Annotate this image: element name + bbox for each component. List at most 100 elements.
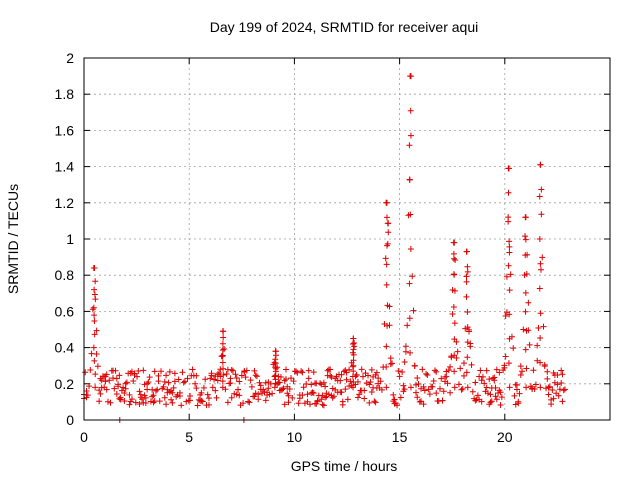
data-point-marker — [463, 278, 470, 285]
data-point-marker — [282, 366, 289, 373]
data-point-marker — [431, 367, 438, 374]
tick-labels: 00.20.40.60.811.21.41.61.820 5 10 15 20 — [55, 50, 513, 445]
data-point-marker — [168, 396, 175, 403]
data-point-marker — [354, 394, 361, 401]
data-point-marker — [522, 252, 529, 259]
data-point-marker — [139, 396, 146, 403]
data-point-marker — [272, 356, 279, 363]
data-point-marker — [377, 378, 384, 385]
data-point-marker — [383, 384, 390, 391]
data-point-marker — [478, 377, 485, 384]
data-point-marker — [454, 348, 461, 355]
data-point-marker — [293, 368, 300, 375]
data-point-marker — [526, 341, 533, 348]
data-point-marker — [507, 271, 514, 278]
data-point-marker — [451, 352, 458, 359]
data-point-marker — [463, 293, 470, 300]
data-point-marker — [451, 320, 458, 327]
data-point-marker — [181, 378, 188, 385]
data-point-marker — [281, 401, 288, 408]
data-point-marker — [184, 375, 191, 382]
data-point-marker — [346, 366, 353, 373]
data-point-marker — [103, 371, 110, 378]
x-axis-label: GPS time / hours — [291, 458, 398, 474]
data-point-marker — [416, 398, 423, 405]
data-point-marker — [176, 392, 183, 399]
data-point-marker — [493, 396, 500, 403]
data-point-marker — [146, 374, 153, 381]
data-point-marker — [537, 384, 544, 391]
data-point-marker — [195, 396, 202, 403]
data-point-marker — [228, 366, 235, 373]
data-point-marker — [228, 394, 235, 401]
data-point-marker — [141, 381, 148, 388]
data-point-marker — [231, 390, 238, 397]
data-point-marker — [406, 176, 413, 183]
data-point-marker — [505, 262, 512, 269]
data-point-marker — [378, 386, 385, 393]
data-point-marker — [90, 304, 97, 311]
data-point-marker — [247, 377, 254, 384]
data-point-marker — [94, 363, 101, 370]
data-point-marker — [151, 368, 158, 375]
data-point-marker — [384, 322, 391, 329]
data-point-marker — [328, 374, 335, 381]
data-point-marker — [350, 378, 357, 385]
data-point-marker — [425, 386, 432, 393]
data-point-marker — [359, 373, 366, 380]
data-point-marker — [325, 391, 332, 398]
data-point-marker — [207, 375, 214, 382]
data-point-marker — [128, 396, 135, 403]
data-point-marker — [330, 393, 337, 400]
data-point-marker — [200, 384, 207, 391]
data-point-marker — [516, 390, 523, 397]
data-point-marker — [413, 381, 420, 388]
data-point-marker — [343, 369, 350, 376]
data-point-marker — [136, 400, 143, 407]
data-point-marker — [122, 380, 129, 387]
data-point-marker — [368, 366, 375, 373]
data-point-marker — [549, 386, 556, 393]
data-point-marker — [180, 379, 187, 386]
data-point-marker — [385, 229, 392, 236]
y-tick-label: 0.8 — [55, 267, 75, 283]
data-point-marker — [464, 268, 471, 275]
data-point-marker — [539, 254, 546, 261]
data-point-marker — [98, 377, 105, 384]
data-point-marker — [288, 375, 295, 382]
data-point-marker — [175, 376, 182, 383]
data-point-marker — [242, 374, 249, 381]
data-point-marker — [194, 402, 201, 409]
data-point-marker — [406, 280, 413, 287]
data-point-marker — [445, 367, 452, 374]
data-point-marker — [481, 380, 488, 387]
data-point-marker — [104, 398, 111, 405]
data-point-marker — [134, 373, 141, 380]
data-point-marker — [366, 399, 373, 406]
data-point-marker — [329, 394, 336, 401]
data-point-marker — [341, 368, 348, 375]
data-point-marker — [407, 349, 414, 356]
grid-lines — [84, 58, 610, 420]
data-point-marker — [365, 372, 372, 379]
data-point-marker — [152, 387, 159, 394]
data-point-marker — [363, 380, 370, 387]
data-point-marker — [506, 243, 513, 250]
data-point-marker — [145, 379, 152, 386]
data-point-marker — [113, 391, 120, 398]
data-point-marker — [96, 387, 103, 394]
data-point-marker — [103, 386, 110, 393]
data-point-marker — [165, 379, 172, 386]
y-tick-label: 0.6 — [55, 303, 75, 319]
data-point-marker — [92, 278, 99, 285]
data-point-marker — [193, 385, 200, 392]
data-point-marker — [506, 238, 513, 245]
data-point-marker — [406, 142, 413, 149]
data-point-marker — [559, 371, 566, 378]
data-point-marker — [397, 394, 404, 401]
data-point-marker — [142, 400, 149, 407]
data-point-marker — [495, 390, 502, 397]
data-point-marker — [384, 240, 391, 247]
data-point-marker — [559, 398, 566, 405]
